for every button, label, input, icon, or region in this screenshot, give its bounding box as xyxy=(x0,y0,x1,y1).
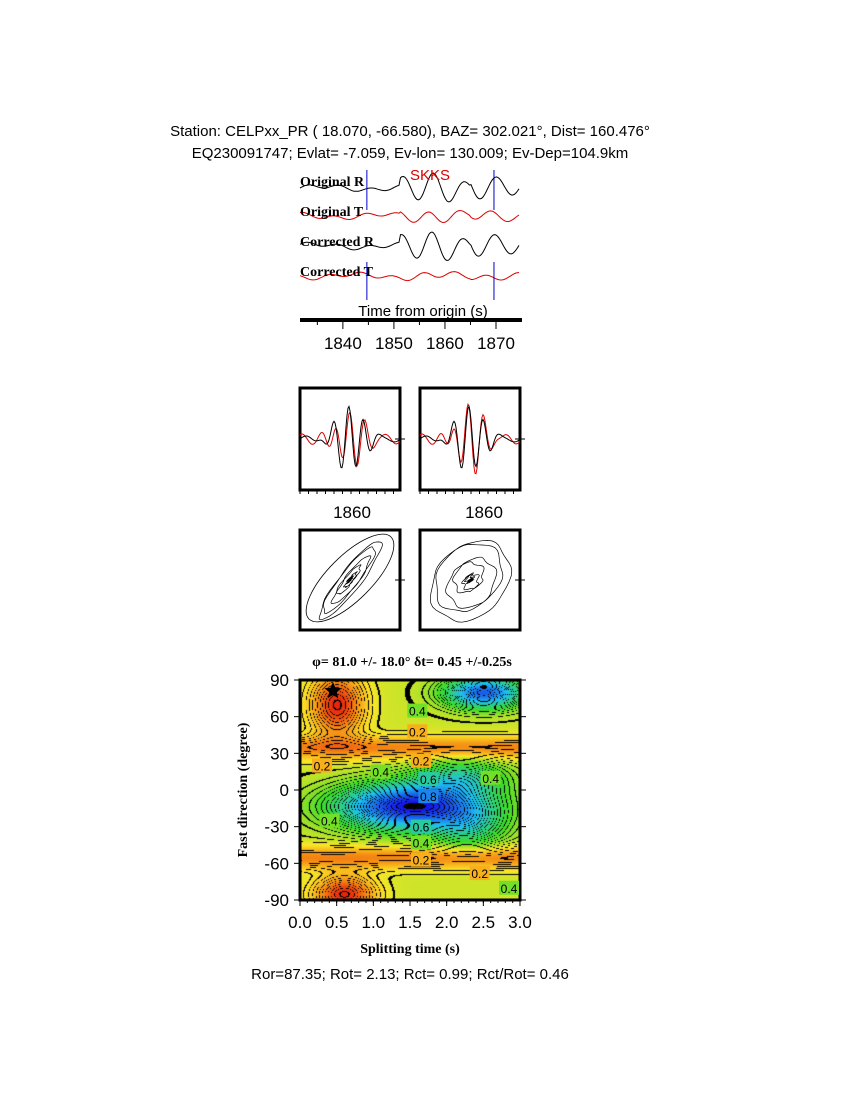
header-station: Station: CELPxx_PR ( 18.070, -66.580), B… xyxy=(170,123,650,140)
contour-label: 0.4 xyxy=(372,766,389,780)
contour-label-bg xyxy=(469,866,490,881)
time-tick-1840: 1840 xyxy=(324,334,362,353)
wave-tick-corrected: 1860 xyxy=(465,503,503,522)
particle-motion-path xyxy=(429,540,513,623)
contour-label-bg xyxy=(370,764,391,779)
contour-label-bg xyxy=(499,880,519,895)
contour-label-bg xyxy=(411,835,431,850)
time-axis-label: Time from origin (s) xyxy=(358,303,487,320)
contour-label-bg xyxy=(480,770,501,785)
contour-label: 0.2 xyxy=(471,867,488,881)
trace-original-r xyxy=(299,172,520,203)
contour-title: φ= 81.0 +/- 18.0° δt= 0.45 +/-0.25s xyxy=(312,655,512,670)
waveform-radial xyxy=(299,405,401,469)
trace-corrected-r xyxy=(299,231,520,262)
y-tick-label: 90 xyxy=(270,671,289,690)
trace-label-corrected-t: Corrected T xyxy=(300,265,374,280)
particle-motion-panels xyxy=(298,528,525,632)
contour-label: 0.2 xyxy=(413,755,430,769)
contour-label: 0.2 xyxy=(413,854,430,868)
y-tick-label: -60 xyxy=(264,854,289,873)
particle-motion-path xyxy=(318,541,383,621)
contour-label-bg xyxy=(411,753,431,768)
contour-label: 0.4 xyxy=(413,837,430,851)
contour-axes: 0.0 0.5 1.0 1.5 2.0 2.5 3.0 90 60 30 0 -30 -60 -90 0.4… xyxy=(264,671,531,932)
contour-label: 0.6 xyxy=(420,773,437,787)
contour-label-bg xyxy=(418,789,439,804)
phase-label: SKKS xyxy=(410,167,450,184)
time-tick-1850: 1850 xyxy=(375,334,413,353)
contour-label: 0.4 xyxy=(321,815,338,829)
particle-motion-ellipse xyxy=(305,533,395,623)
time-tick-1870: 1870 xyxy=(477,334,515,353)
contour-label: 0.4 xyxy=(409,705,426,719)
contour-ylabel: Fast direction (degree) xyxy=(236,722,251,857)
contour-label: 0.4 xyxy=(482,772,499,786)
trace-label-original-t: Original T xyxy=(300,205,364,220)
x-tick-label: 2.0 xyxy=(435,913,459,932)
best-fit-star-icon xyxy=(324,682,342,699)
wave-tick-original: 1860 xyxy=(333,503,371,522)
contour-xlabel: Splitting time (s) xyxy=(360,942,460,957)
contour-label-bg xyxy=(407,724,428,739)
waveform-panel-box xyxy=(418,386,522,492)
x-tick-label: 3.0 xyxy=(508,913,532,932)
y-tick-label: 60 xyxy=(270,708,289,727)
footer-stats: Ror=87.35; Rot= 2.13; Rct= 0.99; Rct/Rot… xyxy=(251,966,569,983)
y-tick-label: 0 xyxy=(280,781,289,800)
x-tick-label: 2.5 xyxy=(472,913,496,932)
contour-label: 0.2 xyxy=(409,725,426,739)
contour-label-bg xyxy=(418,772,439,786)
waveform-radial xyxy=(419,405,521,469)
y-tick-label: -30 xyxy=(264,818,289,837)
x-tick-label: 0.0 xyxy=(288,913,312,932)
x-tick-label: 1.5 xyxy=(398,913,422,932)
contour-label-bg xyxy=(411,819,431,834)
contour-label: 0.2 xyxy=(314,760,331,774)
contour-label-bg xyxy=(312,758,332,773)
contour-label: 0.4 xyxy=(501,882,518,896)
x-tick-label: 0.5 xyxy=(325,913,349,932)
header-event: EQ230091747; Evlat= -7.059, Ev-lon= 130.… xyxy=(192,145,629,162)
traces-plot xyxy=(299,170,520,329)
waveform-panel-box xyxy=(298,386,402,492)
contour-label-bg xyxy=(319,813,340,828)
time-tick-1860: 1860 xyxy=(426,334,464,353)
waveform-panels xyxy=(298,386,525,494)
x-tick-label: 1.0 xyxy=(362,913,386,932)
contour-label: 0.6 xyxy=(413,821,430,835)
trace-corrected-t xyxy=(299,271,520,282)
contour-label-bg xyxy=(407,703,428,718)
y-tick-label: 30 xyxy=(270,744,289,763)
trace-label-original-r: Original R xyxy=(300,175,365,190)
trace-original-t xyxy=(299,210,520,224)
waveform-transverse xyxy=(299,411,401,468)
y-tick-label: -90 xyxy=(264,891,289,910)
contour-label-bg xyxy=(411,852,431,867)
contour-label: 0.8 xyxy=(420,790,437,804)
trace-label-corrected-r: Corrected R xyxy=(300,235,375,250)
